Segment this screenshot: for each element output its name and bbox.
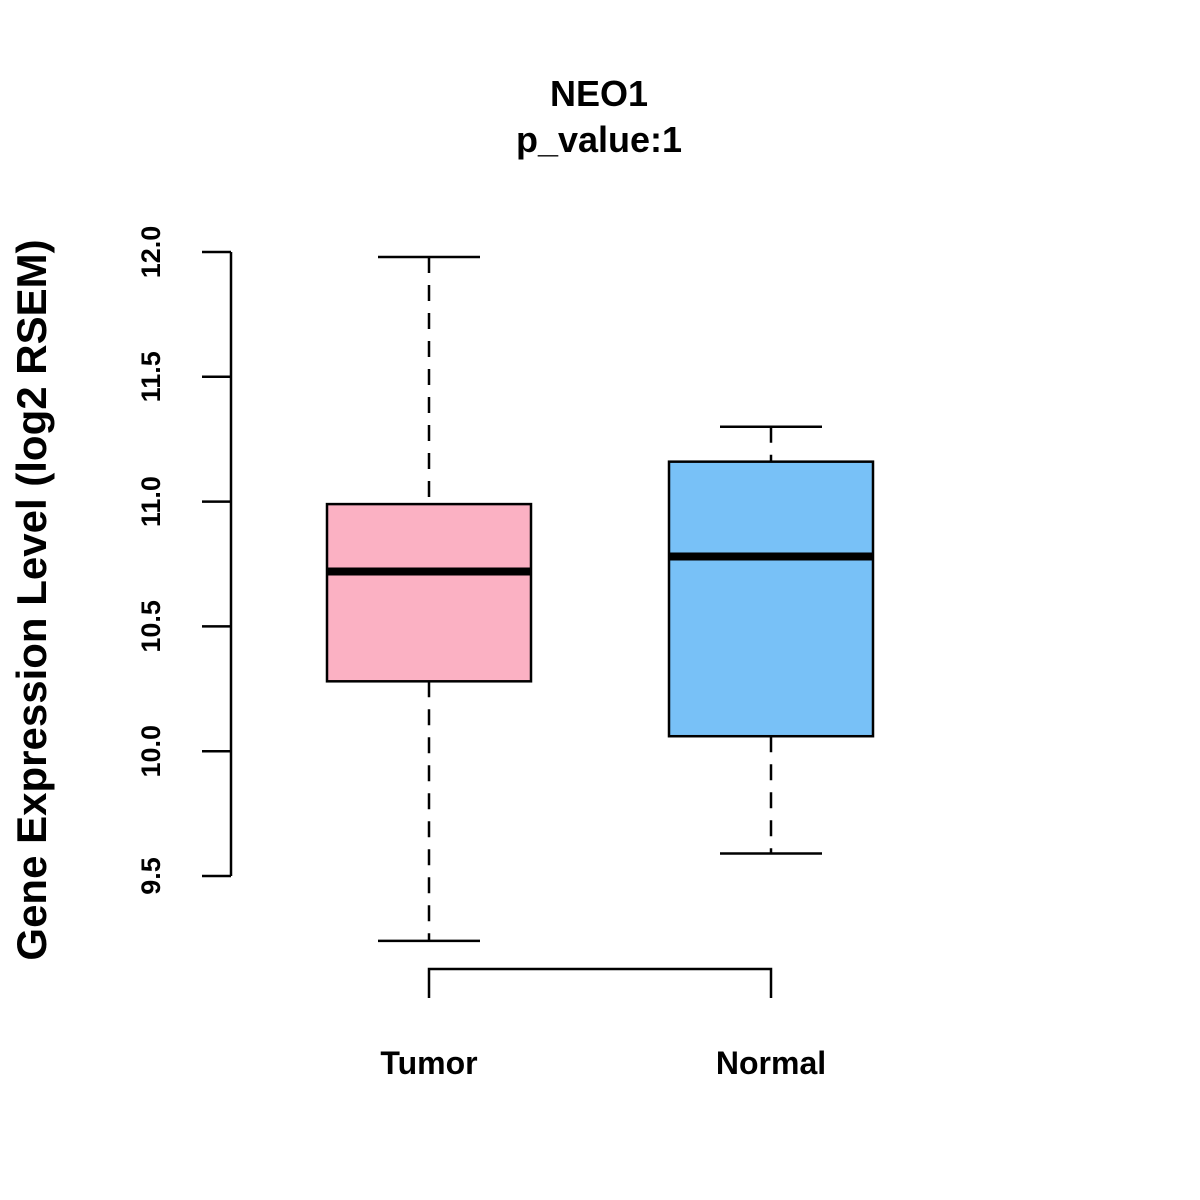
box-iqr (667, 460, 875, 738)
significance-bracket (427, 967, 773, 998)
box-iqr (325, 502, 533, 683)
y-axis: 9.5 10.0 10.5 11.0 11.5 12.0 (136, 226, 233, 895)
y-tick-label: 10.0 (136, 725, 166, 778)
x-tick-label-tumor: Tumor (380, 1045, 477, 1081)
y-tick-label: 10.5 (136, 600, 166, 653)
chart-title: NEO1 (550, 73, 648, 114)
y-tick-label: 12.0 (136, 226, 166, 279)
y-axis-label: Gene Expression Level (log2 RSEM) (8, 239, 55, 960)
y-tick-label: 11.0 (136, 476, 166, 527)
box-tumor (325, 255, 533, 943)
boxes-group (325, 255, 875, 943)
x-axis-labels: Tumor Normal (380, 1045, 826, 1081)
y-tick-label: 9.5 (136, 857, 166, 895)
chart-subtitle: p_value:1 (516, 119, 682, 160)
box-normal (667, 425, 875, 855)
y-tick-label: 11.5 (136, 351, 166, 402)
x-tick-label-normal: Normal (716, 1045, 826, 1081)
bracket-line (427, 967, 773, 998)
